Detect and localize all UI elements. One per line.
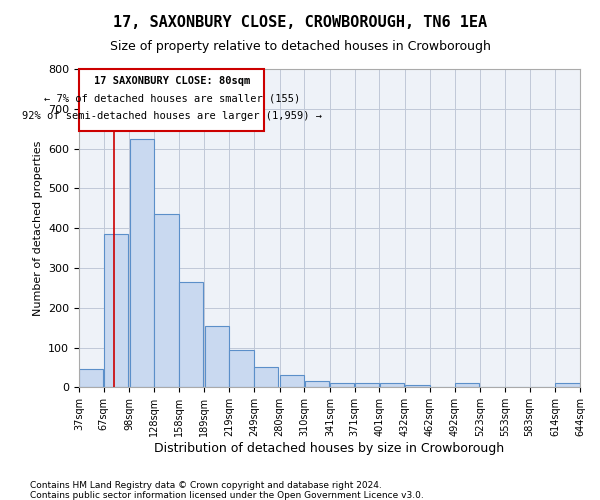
Bar	[205, 326, 229, 388]
Bar	[455, 384, 479, 388]
Text: Size of property relative to detached houses in Crowborough: Size of property relative to detached ho…	[110, 40, 490, 53]
Bar	[556, 384, 580, 388]
Bar	[104, 234, 128, 388]
Text: Contains HM Land Registry data © Crown copyright and database right 2024.: Contains HM Land Registry data © Crown c…	[30, 481, 382, 490]
Bar	[130, 138, 154, 388]
Text: 92% of semi-detached houses are larger (1,959) →: 92% of semi-detached houses are larger (…	[22, 111, 322, 121]
Bar	[380, 382, 404, 388]
Bar	[229, 350, 254, 388]
Bar	[79, 370, 103, 388]
Bar	[355, 382, 379, 388]
Bar	[254, 366, 278, 388]
Y-axis label: Number of detached properties: Number of detached properties	[32, 140, 43, 316]
Bar	[280, 376, 304, 388]
X-axis label: Distribution of detached houses by size in Crowborough: Distribution of detached houses by size …	[154, 442, 505, 455]
Text: Contains public sector information licensed under the Open Government Licence v3: Contains public sector information licen…	[30, 491, 424, 500]
Text: ← 7% of detached houses are smaller (155): ← 7% of detached houses are smaller (155…	[44, 94, 300, 104]
FancyBboxPatch shape	[79, 69, 265, 130]
Bar	[179, 282, 203, 388]
Text: 17, SAXONBURY CLOSE, CROWBOROUGH, TN6 1EA: 17, SAXONBURY CLOSE, CROWBOROUGH, TN6 1E…	[113, 15, 487, 30]
Bar	[305, 382, 329, 388]
Bar	[154, 214, 179, 388]
Text: 17 SAXONBURY CLOSE: 80sqm: 17 SAXONBURY CLOSE: 80sqm	[94, 76, 250, 86]
Bar	[330, 382, 355, 388]
Bar	[405, 385, 430, 388]
